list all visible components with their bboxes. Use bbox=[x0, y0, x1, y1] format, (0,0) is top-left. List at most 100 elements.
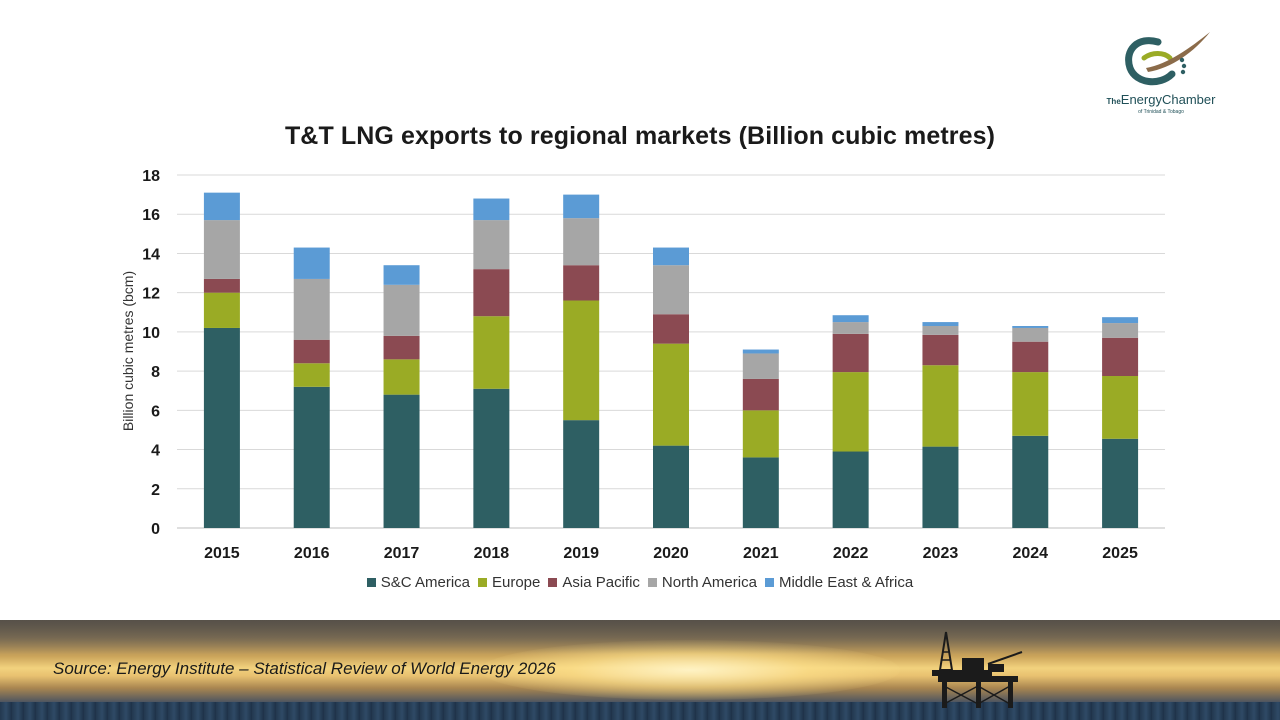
y-tick-label: 10 bbox=[142, 325, 160, 342]
y-tick-label: 6 bbox=[151, 403, 160, 420]
legend-item: North America bbox=[647, 574, 757, 591]
energy-chamber-logo: TheEnergyChamber of Trinidad & Tobago bbox=[1086, 28, 1236, 120]
y-tick-label: 8 bbox=[151, 364, 160, 381]
x-tick-label: 2025 bbox=[1102, 545, 1138, 562]
source-citation: Source: Energy Institute – Statistical R… bbox=[53, 659, 556, 678]
legend-swatch bbox=[647, 578, 657, 587]
oil-rig-icon bbox=[932, 631, 1023, 708]
bar-segment bbox=[653, 343, 689, 446]
x-tick-label: 2024 bbox=[1012, 545, 1048, 562]
bar-segment bbox=[563, 194, 600, 219]
bar-segment bbox=[293, 247, 330, 279]
bar-segment bbox=[742, 349, 779, 354]
bar-segment bbox=[832, 372, 869, 452]
bar-segment bbox=[383, 265, 420, 285]
legend-item: Asia Pacific bbox=[548, 574, 640, 591]
bar-segment bbox=[832, 451, 869, 528]
energy-chamber-emblem-icon bbox=[1125, 32, 1210, 86]
bar-segment bbox=[922, 322, 959, 327]
bar-segment bbox=[293, 339, 330, 364]
x-tick-label: 2021 bbox=[743, 545, 779, 562]
bar-segment bbox=[742, 378, 779, 411]
bar-segment bbox=[473, 198, 510, 221]
x-tick-label: 2015 bbox=[204, 545, 240, 562]
footer-clouds bbox=[0, 620, 1280, 654]
x-tick-label: 2017 bbox=[384, 545, 420, 562]
y-axis-label: Billion cubic metres (bcm) bbox=[120, 271, 136, 431]
bar-segment bbox=[293, 386, 330, 528]
legend-label: Middle East & Africa bbox=[778, 574, 914, 591]
bar-segment bbox=[742, 410, 779, 458]
bar-segment bbox=[1102, 376, 1139, 439]
x-tick-label: 2019 bbox=[563, 545, 599, 562]
bar-segment bbox=[383, 284, 420, 336]
y-tick-label: 16 bbox=[142, 207, 160, 224]
bar-segment bbox=[563, 218, 600, 266]
logo-wordmark: TheEnergyChamber bbox=[1086, 92, 1236, 107]
bar-segment bbox=[922, 334, 959, 366]
legend-swatch bbox=[548, 578, 558, 587]
bar-segment bbox=[203, 278, 240, 293]
legend-item: S&C America bbox=[366, 574, 470, 591]
bar-segment bbox=[922, 365, 959, 447]
bar-segment bbox=[653, 314, 689, 344]
bar-segment bbox=[203, 192, 240, 221]
bar-segment bbox=[1012, 341, 1049, 373]
bar-segment bbox=[563, 265, 600, 301]
legend-item: Europe bbox=[478, 574, 540, 591]
y-tick-label: 2 bbox=[151, 482, 160, 499]
bar-segment bbox=[563, 420, 600, 528]
stacked-bar-chart: 0 2 4 6 8 10 12 14 16 18 2015 2016 2017 2018 2019 2020… bbox=[120, 168, 1165, 562]
bar-segment bbox=[832, 333, 869, 373]
logo-word-energy: Energy bbox=[1120, 92, 1162, 107]
footer-banner: Source: Energy Institute – Statistical R… bbox=[0, 620, 1280, 720]
x-tick-label: 2023 bbox=[923, 545, 959, 562]
legend-label: Europe bbox=[492, 574, 541, 591]
bar-segment bbox=[1012, 326, 1049, 328]
bar-segment bbox=[293, 363, 330, 387]
bar-segment bbox=[1102, 323, 1139, 338]
bar-segment bbox=[1012, 372, 1049, 436]
bar-segment bbox=[1102, 317, 1139, 324]
legend-label: Asia Pacific bbox=[562, 574, 640, 591]
y-tick-label: 14 bbox=[142, 246, 160, 263]
bar-segment bbox=[832, 322, 869, 334]
x-tick-label: 2016 bbox=[294, 545, 330, 562]
bar-segment bbox=[293, 278, 330, 340]
bar-segment bbox=[653, 265, 689, 315]
bar-segment bbox=[563, 300, 600, 421]
legend-swatch bbox=[478, 578, 487, 587]
logo-subtitle: of Trinidad & Tobago bbox=[1138, 109, 1184, 115]
logo-word-the: The bbox=[1106, 97, 1121, 106]
x-tick-label: 2018 bbox=[474, 545, 510, 562]
bar-segment bbox=[473, 388, 510, 528]
x-tick-labels: 2015 2016 2017 2018 2019 2020 2021 2022 2023 2024… bbox=[204, 545, 1138, 562]
bar-segment bbox=[383, 359, 420, 395]
legend-label: North America bbox=[661, 574, 757, 591]
bar-segment bbox=[922, 446, 959, 528]
bar-segment bbox=[473, 316, 510, 389]
bar-segment bbox=[203, 292, 240, 328]
y-tick-label: 12 bbox=[142, 286, 160, 303]
bar-segment bbox=[203, 327, 240, 528]
bar-segment bbox=[742, 353, 779, 379]
bar-segment bbox=[383, 335, 420, 360]
bar-segment bbox=[203, 220, 240, 279]
bars bbox=[203, 192, 1139, 528]
legend-swatch bbox=[366, 578, 376, 587]
x-tick-label: 2020 bbox=[653, 545, 689, 562]
bar-segment bbox=[1102, 337, 1139, 377]
bar-segment bbox=[1012, 435, 1049, 528]
bar-segment bbox=[653, 247, 689, 266]
legend: S&C America Europe Asia Pacific North Ameri… bbox=[0, 574, 1280, 591]
y-tick-label: 4 bbox=[151, 443, 160, 460]
bar-segment bbox=[1102, 438, 1139, 528]
bar-segment bbox=[473, 220, 510, 270]
y-tick-labels: 0 2 4 6 8 10 12 14 16 18 bbox=[142, 168, 160, 538]
chart-title: T&T LNG exports to regional markets (Bil… bbox=[284, 122, 996, 150]
bar-segment bbox=[653, 445, 689, 528]
legend-label: S&C America bbox=[380, 574, 470, 591]
legend-swatch bbox=[764, 578, 774, 587]
bar-segment bbox=[1012, 327, 1049, 342]
